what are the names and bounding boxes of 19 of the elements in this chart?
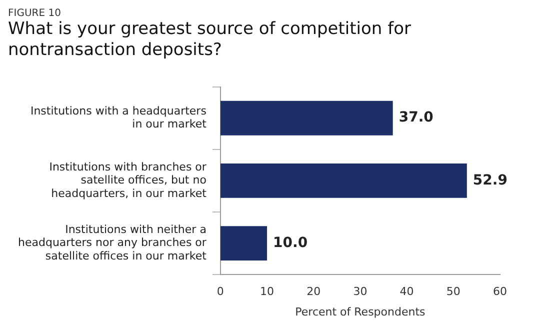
bar: [220, 100, 393, 136]
data-label: 52.9: [472, 172, 508, 188]
x-axis-title: Percent of Respondents: [295, 305, 426, 318]
x-tick-label: 60: [493, 285, 507, 298]
y-tick-label: Institutions with a headquarters in our market: [30, 104, 208, 131]
x-tick-label: 40: [400, 285, 414, 298]
data-label: 37.0: [398, 110, 434, 126]
y-tick-label: Institutions with branches or satellite offices, but no headquarters, in our market: [49, 160, 208, 200]
x-tick-label: 30: [353, 285, 368, 298]
x-tick-label: 0: [216, 285, 224, 298]
x-tick-label: 50: [446, 285, 460, 298]
data-label: 10.0: [273, 234, 308, 251]
x-tick-label: 20: [306, 285, 321, 298]
caption: FIGURE 10: [8, 8, 62, 19]
bar: [220, 163, 467, 198]
chart-title: What is your greatest source of competition for nontransaction deposits?: [8, 19, 412, 61]
bar: [220, 226, 268, 261]
y-tick-label: Institutions with neither a headquarters nor any branches or satellite offices in our market: [18, 222, 208, 262]
x-tick-label: 10: [260, 285, 274, 298]
